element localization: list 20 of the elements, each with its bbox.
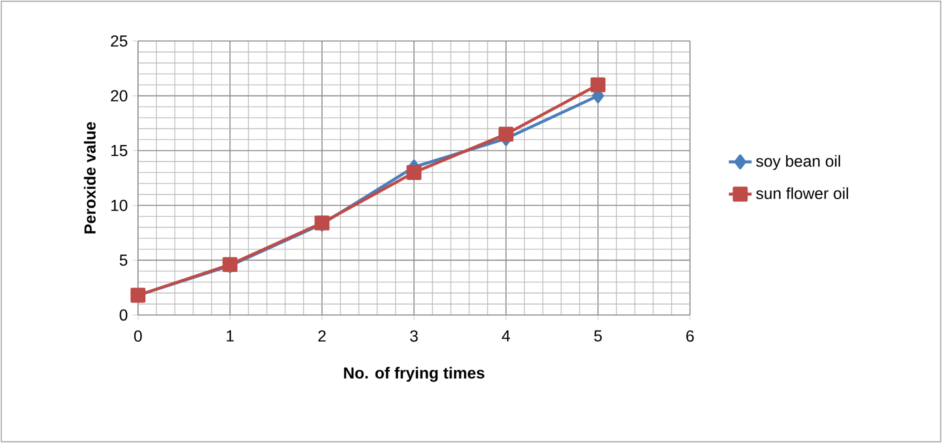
x-tick-label: 0: [134, 330, 142, 342]
y-tick-label: 25: [110, 35, 128, 47]
x-tick-label: 5: [594, 330, 602, 342]
y-tick-label: 10: [111, 200, 128, 212]
y-tick-label: 5: [120, 254, 128, 266]
x-axis-title: No. of frying times: [344, 366, 484, 382]
y-tick-label: 20: [110, 90, 128, 102]
x-tick-label: 6: [686, 330, 694, 342]
legend-label: soy bean oil: [756, 155, 840, 170]
point: [590, 77, 606, 92]
y-tick-label: 15: [111, 145, 128, 156]
y-tick-label: 0: [120, 309, 128, 321]
x-tick-label: 2: [318, 330, 326, 342]
legend-label: sun flower oil: [756, 187, 848, 200]
x-tick-label: 4: [502, 330, 510, 342]
point: [406, 165, 422, 180]
x-tick-label: 1: [226, 330, 234, 342]
y-axis-title: Peroxide value: [84, 122, 96, 234]
x-tick-label: 3: [410, 330, 418, 342]
point: [498, 126, 514, 142]
